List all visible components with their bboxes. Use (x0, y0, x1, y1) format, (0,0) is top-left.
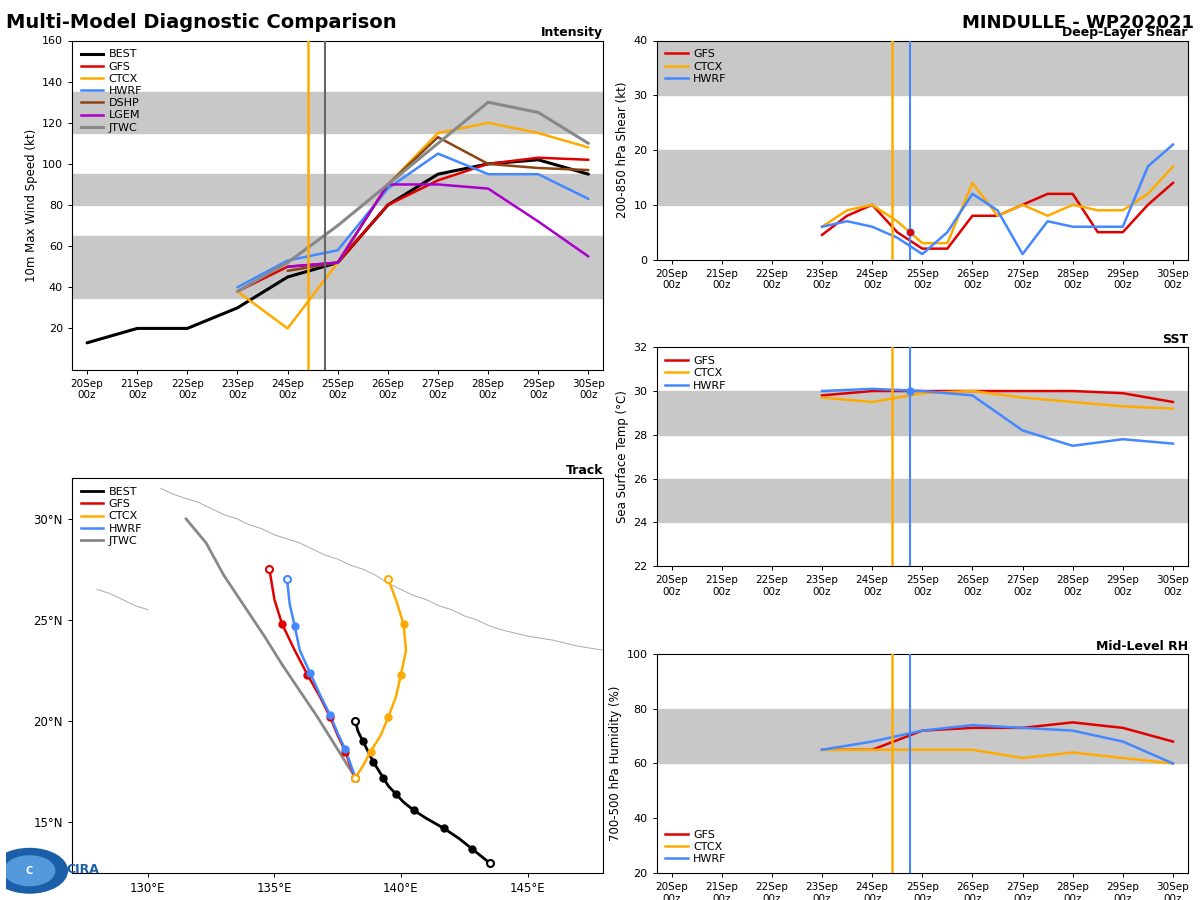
Bar (656, 391, 1188, 435)
Text: Track: Track (566, 464, 604, 477)
Bar (72, 236, 604, 298)
Text: Mid-Level RH: Mid-Level RH (1096, 640, 1188, 652)
Legend: BEST, GFS, CTCX, HWRF, JTWC: BEST, GFS, CTCX, HWRF, JTWC (78, 483, 145, 549)
Text: Multi-Model Diagnostic Comparison: Multi-Model Diagnostic Comparison (6, 14, 397, 32)
Y-axis label: Sea Surface Temp (°C): Sea Surface Temp (°C) (616, 391, 629, 523)
Circle shape (5, 856, 55, 886)
Legend: BEST, GFS, CTCX, HWRF, DSHP, LGEM, JTWC: BEST, GFS, CTCX, HWRF, DSHP, LGEM, JTWC (78, 46, 145, 136)
Text: Deep-Layer Shear: Deep-Layer Shear (1062, 26, 1188, 40)
Circle shape (0, 849, 67, 893)
Y-axis label: 10m Max Wind Speed (kt): 10m Max Wind Speed (kt) (25, 129, 37, 282)
Bar (656, 40, 1188, 95)
Bar (72, 175, 604, 205)
Y-axis label: 200-850 hPa Shear (kt): 200-850 hPa Shear (kt) (617, 82, 629, 219)
Y-axis label: 700-500 hPa Humidity (%): 700-500 hPa Humidity (%) (610, 686, 623, 842)
Bar (72, 92, 604, 133)
Legend: GFS, CTCX, HWRF: GFS, CTCX, HWRF (662, 826, 730, 868)
Legend: GFS, CTCX, HWRF: GFS, CTCX, HWRF (662, 353, 730, 394)
Text: C: C (26, 866, 34, 876)
Text: CIRA: CIRA (66, 863, 100, 877)
Text: MINDULLE - WP202021: MINDULLE - WP202021 (962, 14, 1194, 32)
Bar (656, 479, 1188, 523)
Text: SST: SST (1162, 333, 1188, 346)
Bar (656, 150, 1188, 205)
Bar (656, 708, 1188, 763)
Text: Intensity: Intensity (541, 26, 604, 40)
Legend: GFS, CTCX, HWRF: GFS, CTCX, HWRF (662, 46, 730, 87)
